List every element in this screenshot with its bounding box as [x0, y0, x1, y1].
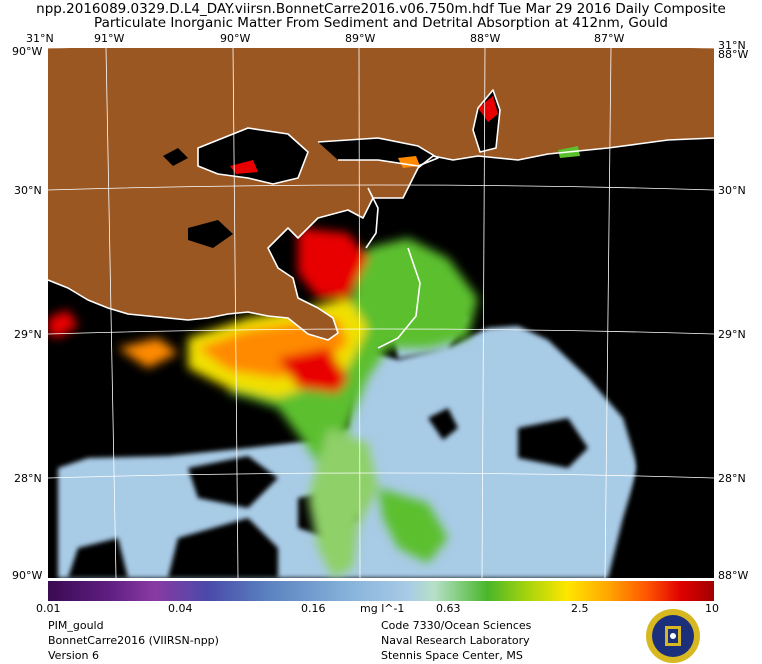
- bottom-right-lon-label: 88°W: [718, 569, 749, 582]
- file-header: npp.2016089.0329.D.L4_DAY.viirsn.BonnetC…: [36, 1, 726, 17]
- dataset-name: BonnetCarre2016 (VIIRSN-npp): [48, 634, 219, 647]
- org-name: Naval Research Laboratory: [381, 634, 530, 647]
- nrl-seal-logo: [646, 609, 700, 663]
- colorbar-tick-0-16: 0.16: [301, 602, 326, 615]
- colorbar-tick-0-63: 0.63: [436, 602, 461, 615]
- product-name: PIM_gould: [48, 619, 104, 632]
- lat-label-28n-left: 28°N: [14, 472, 42, 485]
- graticule: [48, 48, 714, 578]
- colorbar-tick-0-04: 0.04: [168, 602, 193, 615]
- colorbar-tick-0-01: 0.01: [36, 602, 61, 615]
- lon-label-87w: 87°W: [594, 32, 625, 45]
- lon-label-89w: 89°W: [345, 32, 376, 45]
- lat-label-29n-right: 29°N: [718, 328, 746, 341]
- map-layers: [48, 48, 714, 578]
- top-right-lat-label: 31°N: [718, 39, 746, 52]
- coastline: [48, 89, 714, 349]
- lon-label-91w: 91°W: [94, 32, 125, 45]
- land-layer: [48, 48, 714, 340]
- lon-label-90w: 90°W: [220, 32, 251, 45]
- org-location: Stennis Space Center, MS: [381, 649, 523, 662]
- lat-label-28n-right: 28°N: [718, 472, 746, 485]
- colorbar-tick-10: 10: [705, 602, 719, 615]
- bottom-left-lon-label: 90°W: [12, 569, 43, 582]
- version-label: Version 6: [48, 649, 99, 662]
- lat-label-29n-left: 29°N: [14, 328, 42, 341]
- lat-label-30n-left: 30°N: [14, 184, 42, 197]
- lat-label-30n-right: 30°N: [718, 184, 746, 197]
- org-code: Code 7330/Ocean Sciences: [381, 619, 532, 632]
- lon-label-88w: 88°W: [470, 32, 501, 45]
- colorbar-unit: mg l^-1: [360, 602, 405, 615]
- colorbar-tick-2-5: 2.5: [571, 602, 589, 615]
- colorbar: [48, 581, 714, 601]
- top-left-lat-label: 31°N: [26, 32, 54, 45]
- product-title: Particulate Inorganic Matter From Sedime…: [94, 15, 668, 31]
- top-right-lon-label: 88°W: [718, 48, 749, 61]
- top-left-lon-label: 90°W: [12, 45, 43, 58]
- satellite-map: [48, 48, 714, 578]
